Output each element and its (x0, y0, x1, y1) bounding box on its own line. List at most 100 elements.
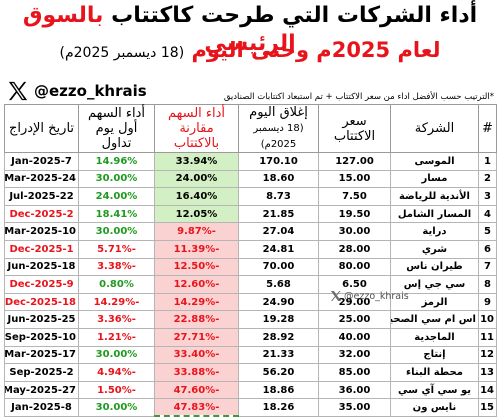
listing-date: 22-Jul-2025 (4, 187, 79, 206)
performance-vs-ipo: -33.88% (154, 363, 239, 382)
close-price: 56.20 (238, 363, 319, 382)
close-price: 8.73 (238, 187, 319, 206)
first-day-performance: -5.71% (78, 239, 155, 259)
close-price: 21.85 (238, 204, 319, 224)
performance-vs-ipo: -12.50% (154, 257, 239, 277)
first-day-performance: -3.38% (78, 257, 155, 277)
table-row: 10 اس ام سي الصحية 25.00 19.28 -22.88% -3.36%… (4, 310, 497, 329)
row-index: 11 (478, 327, 497, 347)
company-name: يو سي آي سي (390, 380, 479, 400)
close-price: 28.92 (238, 327, 319, 347)
first-day-performance: 14.96% (78, 152, 155, 171)
company-name: الموسى (390, 152, 479, 171)
x-logo-icon (331, 291, 341, 301)
row-index: 7 (478, 257, 497, 277)
close-price: 18.86 (238, 380, 319, 400)
first-day-performance: -14.29% (78, 292, 155, 312)
performance-vs-ipo: -22.88% (154, 310, 239, 329)
close-price: 18.26 (238, 398, 319, 417)
row-index: 13 (478, 363, 497, 382)
company-name: نايس ون (390, 398, 479, 417)
row-index: 15 (478, 398, 497, 417)
ipo-price: 40.00 (318, 327, 391, 347)
first-day-performance: -1.50% (78, 380, 155, 400)
performance-vs-ipo: -47.60% (154, 380, 239, 400)
table-row: 9 الرمز 29.00 24.90 -14.29% -14.29% 18-Dec-202… (4, 292, 497, 312)
table-row: 8 سي جي إس 6.50 5.68 -12.60% 0.80% 9-Dec-2025 (4, 275, 497, 294)
first-day-performance: 30.00% (78, 222, 155, 241)
row-index: 10 (478, 310, 497, 329)
title-line2: لعام 2025م وحتى اليوم (191, 38, 441, 62)
table-row: 11 الماجدية 40.00 28.92 -27.71% -1.21% 10-Sep-… (4, 327, 497, 347)
company-name: دراية (390, 222, 479, 241)
header-performance: أداء السهم مقارنة بالاكتتاب (154, 104, 239, 153)
table-row: 6 شري 28.00 24.81 -11.39% -5.71% 1-Dec-2025 (4, 239, 497, 259)
table-row: 14 يو سي آي سي 36.00 18.86 -47.60% -1.50% 27-M… (4, 380, 497, 400)
row-index: 4 (478, 204, 497, 224)
company-name: اس ام سي الصحية (390, 310, 479, 329)
row-index: 12 (478, 345, 497, 365)
listing-date: 2-Dec-2025 (4, 204, 79, 224)
listing-date: 24-Mar-2025 (4, 169, 79, 189)
performance-vs-ipo: -27.71% (154, 327, 239, 347)
first-day-performance: 24.00% (78, 187, 155, 206)
listing-date: 27-May-2025 (4, 380, 79, 400)
listing-date: 10-Mar-2025 (4, 222, 79, 241)
row-index: 8 (478, 275, 497, 294)
header-listing-date: تاريخ الإدراج (4, 104, 79, 153)
performance-vs-ipo: 12.05% (154, 204, 239, 224)
performance-vs-ipo: -11.39% (154, 239, 239, 259)
listing-date: 18-Dec-2025 (4, 292, 79, 312)
company-name: محطة البناء (390, 363, 479, 382)
row-index: 6 (478, 239, 497, 259)
table-row: 4 المسار الشامل 19.50 21.85 12.05% 18.41% 2-De… (4, 204, 497, 224)
listing-date: 18-Jun-2025 (4, 257, 79, 277)
close-price: 5.68 (238, 275, 319, 294)
table-row: 5 دراية 30.00 27.04 -9.87% 30.00% 10-Mar-2025 (4, 222, 497, 241)
row-index: 1 (478, 152, 497, 171)
listing-date: 9-Dec-2025 (4, 275, 79, 294)
first-day-performance: -3.36% (78, 310, 155, 329)
table-row: 3 الأندية للرياضة 7.50 8.73 16.40% 24.00% 22-J… (4, 187, 497, 206)
first-day-performance: 0.80% (78, 275, 155, 294)
table-header-row: # الشركة سعر الاكتتاب إغلاق اليوم (18 ديسم… (4, 104, 497, 153)
company-name: شري (390, 239, 479, 259)
ipo-price: 127.00 (318, 152, 391, 171)
listing-date: 2-Sep-2025 (4, 363, 79, 382)
first-day-performance: 18.41% (78, 204, 155, 224)
ipo-price: 32.00 (318, 345, 391, 365)
performance-vs-ipo: -14.29% (154, 292, 239, 312)
company-name: الماجدية (390, 327, 479, 347)
close-price: 19.28 (238, 310, 319, 329)
company-name: المسار الشامل (390, 204, 479, 224)
close-price: 24.81 (238, 239, 319, 259)
ipo-performance-table: # الشركة سعر الاكتتاب إغلاق اليوم (18 ديسم… (4, 104, 497, 418)
watermark-text: @ezzo_khrais (344, 290, 409, 302)
header-index: # (478, 104, 497, 153)
ranking-note: *الترتيب حسب الأفضل اداء من سعر الاكتتاب… (223, 92, 494, 102)
table-row: 2 مسار 15.00 18.60 24.00% 30.00% 24-Mar-2025 (4, 169, 497, 189)
performance-vs-ipo: -9.87% (154, 222, 239, 241)
first-day-performance: -4.94% (78, 363, 155, 382)
row-index: 9 (478, 292, 497, 312)
close-price: 27.04 (238, 222, 319, 241)
listing-date: 25-Jun-2025 (4, 310, 79, 329)
ipo-price: 36.00 (318, 380, 391, 400)
company-name: إنتاج (390, 345, 479, 365)
first-day-performance: 30.00% (78, 398, 155, 417)
title-line1-part-b: بالسوق الرئيسي (22, 3, 296, 56)
row-index: 3 (478, 187, 497, 206)
first-day-performance: -1.21% (78, 327, 155, 347)
first-day-performance: 30.00% (78, 169, 155, 189)
performance-vs-ipo: 16.40% (154, 187, 239, 206)
ipo-price: 15.00 (318, 169, 391, 189)
row-index: 14 (478, 380, 497, 400)
header-company: الشركة (390, 104, 479, 153)
close-price: 70.00 (238, 257, 319, 277)
header-close: إغلاق اليوم (18 ديسمبر 2025م) (238, 104, 319, 153)
close-price: 24.90 (238, 292, 319, 312)
company-name: مسار (390, 169, 479, 189)
table-row: 12 إنتاج 32.00 21.33 -33.40% 30.00% 17-Mar-202… (4, 345, 497, 365)
row-index: 2 (478, 169, 497, 189)
title-line1-part-a: أداء الشركات التي طرحت كاكتتاب (103, 3, 478, 28)
